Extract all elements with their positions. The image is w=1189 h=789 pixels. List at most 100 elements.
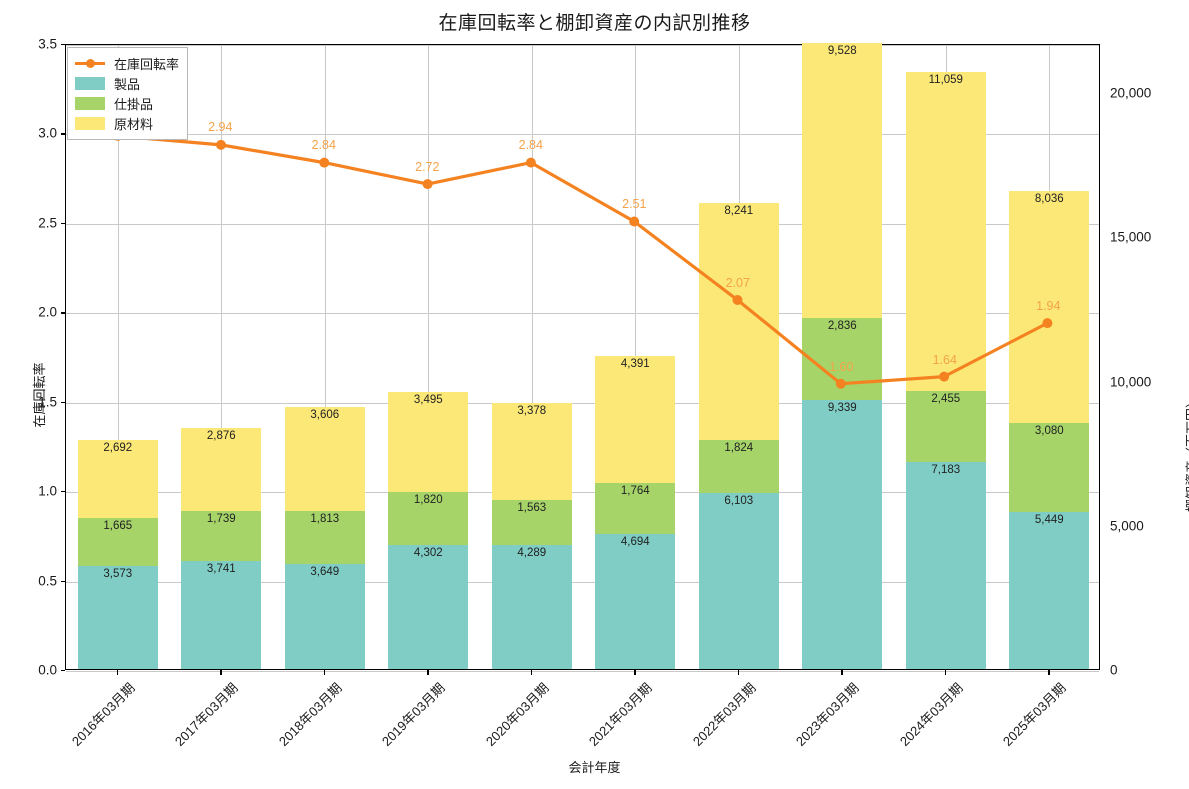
bar-segment-仕掛品[interactable]: 1,764 — [595, 482, 676, 534]
gridline-horizontal — [66, 223, 1099, 225]
bar-segment-仕掛品[interactable]: 2,455 — [905, 391, 986, 462]
bar-segment-value-label: 3,080 — [1034, 424, 1064, 437]
bar-segment-仕掛品[interactable]: 1,665 — [77, 517, 158, 566]
x-axis-tick-label: 2021年03月期 — [586, 680, 656, 749]
bar-segment-製品[interactable]: 4,289 — [491, 545, 572, 669]
bar-segment-製品[interactable]: 3,741 — [181, 561, 262, 669]
legend-item-label: 原材料 — [114, 116, 154, 132]
legend-item-在庫回転率[interactable]: 在庫回転率 — [75, 53, 179, 73]
y-axis-left-tick-label: 1.0 — [38, 483, 57, 499]
x-axis-tick-mark — [944, 670, 947, 675]
legend-line-marker-icon — [75, 57, 105, 70]
line-value-label: 2.84 — [518, 138, 543, 152]
gridline-vertical — [221, 45, 223, 669]
x-axis-tick-mark — [737, 670, 740, 675]
y-axis-right-tick-label: 20,000 — [1110, 85, 1152, 101]
y-axis-left-tick-label: 2.5 — [38, 215, 57, 231]
legend-item-label: 在庫回転率 — [114, 56, 180, 72]
bar-segment-原材料[interactable]: 8,036 — [1009, 191, 1090, 423]
line-marker[interactable] — [422, 179, 433, 190]
line-marker[interactable] — [525, 157, 536, 168]
bar-segment-仕掛品[interactable]: 1,820 — [388, 492, 469, 545]
bar-segment-value-label: 2,876 — [206, 429, 236, 442]
bar-segment-仕掛品[interactable]: 1,563 — [491, 500, 572, 546]
bar-segment-製品[interactable]: 7,183 — [905, 461, 986, 669]
x-axis-tick-label: 2019年03月期 — [379, 680, 449, 749]
bar-segment-value-label: 2,692 — [103, 442, 133, 455]
x-axis-tick-label: 2025年03月期 — [1000, 680, 1070, 749]
bar-segment-原材料[interactable]: 11,059 — [905, 72, 986, 391]
bar-segment-製品[interactable]: 9,339 — [802, 399, 883, 669]
y-axis-left-tick-mark — [61, 670, 65, 672]
bar-segment-value-label: 6,103 — [724, 494, 754, 507]
x-axis-tick-label: 2018年03月期 — [275, 680, 345, 749]
line-value-label: 1.64 — [932, 352, 957, 367]
y-axis-left-tick-mark — [61, 580, 65, 582]
bar-segment-仕掛品[interactable]: 3,080 — [1009, 422, 1090, 512]
bar-segment-value-label: 4,694 — [620, 535, 650, 548]
bar-segment-仕掛品[interactable]: 1,739 — [181, 510, 262, 562]
line-value-label: 2.07 — [725, 275, 750, 290]
line-marker[interactable] — [319, 157, 330, 168]
bar-segment-value-label: 2,836 — [827, 319, 857, 332]
legend-item-仕掛品[interactable]: 仕掛品 — [75, 93, 179, 113]
x-axis-tick-mark — [427, 670, 429, 675]
x-axis-label: 会計年度 — [568, 760, 621, 775]
bar-segment-value-label: 1,563 — [517, 502, 547, 515]
x-axis-tick-mark — [1048, 670, 1050, 675]
bar-segment-value-label: 8,241 — [724, 204, 754, 217]
gridline-horizontal — [66, 134, 1099, 136]
bar-segment-原材料[interactable]: 4,391 — [595, 356, 676, 483]
bar-segment-製品[interactable]: 3,649 — [284, 563, 365, 669]
bar-segment-原材料[interactable]: 3,378 — [491, 402, 572, 501]
bar-segment-原材料[interactable]: 3,495 — [388, 391, 469, 493]
y-axis-left-tick-mark — [61, 401, 65, 403]
gridline-vertical — [531, 45, 533, 669]
y-axis-right-tick-label: 0 — [1110, 662, 1118, 678]
y-axis-left-tick-mark — [61, 44, 65, 46]
x-axis-tick-label: 2024年03月期 — [896, 680, 966, 749]
line-marker[interactable] — [1042, 318, 1053, 329]
y-axis-right-tick-label: 15,000 — [1110, 229, 1152, 245]
bar-segment-原材料[interactable]: 9,528 — [802, 42, 883, 318]
line-marker[interactable] — [629, 216, 640, 227]
legend-item-原材料[interactable]: 原材料 — [75, 113, 179, 133]
bar-segment-製品[interactable]: 3,573 — [77, 565, 158, 669]
bar-segment-value-label: 4,391 — [620, 358, 650, 371]
x-axis-tick-mark — [530, 670, 533, 675]
x-axis-tick-mark — [634, 670, 636, 675]
chart-title: 在庫回転率と棚卸資産の内訳別推移 — [438, 13, 751, 34]
bar-segment-原材料[interactable]: 3,606 — [284, 407, 365, 512]
bar-segment-原材料[interactable]: 2,692 — [77, 440, 158, 518]
legend-item-label: 製品 — [114, 76, 141, 92]
bar-segment-value-label: 1,739 — [206, 512, 236, 525]
bar-segment-value-label: 4,289 — [517, 547, 547, 560]
bar-segment-仕掛品[interactable]: 1,824 — [698, 440, 779, 493]
line-marker[interactable] — [939, 371, 950, 382]
bar-segment-製品[interactable]: 5,449 — [1009, 511, 1090, 669]
gridline-horizontal — [66, 402, 1099, 404]
bar-segment-原材料[interactable]: 2,876 — [181, 427, 262, 511]
bar-segment-value-label: 7,183 — [931, 463, 961, 476]
legend-item-製品[interactable]: 製品 — [75, 73, 179, 93]
bar-segment-製品[interactable]: 4,694 — [595, 533, 676, 669]
bar-segment-value-label: 1,820 — [413, 494, 443, 507]
bar-segment-value-label: 11,059 — [928, 74, 963, 86]
bar-segment-仕掛品[interactable]: 1,813 — [284, 511, 365, 564]
gridline-horizontal — [66, 313, 1099, 315]
gridline-vertical — [324, 45, 326, 669]
bar-segment-value-label: 8,036 — [1034, 193, 1064, 206]
gridline-horizontal — [66, 492, 1099, 494]
y-axis-left-tick-label: 1.5 — [38, 394, 57, 410]
y-axis-left-tick-label: 0.5 — [38, 573, 57, 589]
gridline-horizontal — [66, 671, 1099, 672]
line-marker[interactable] — [216, 139, 226, 150]
line-marker[interactable] — [732, 294, 743, 305]
bar-segment-value-label: 1,665 — [103, 519, 133, 532]
line-value-label: 1.60 — [829, 359, 854, 374]
bar-segment-製品[interactable]: 4,302 — [388, 544, 469, 669]
legend-item-label: 仕掛品 — [114, 96, 154, 112]
line-marker[interactable] — [835, 378, 846, 389]
bar-segment-製品[interactable]: 6,103 — [698, 492, 779, 669]
